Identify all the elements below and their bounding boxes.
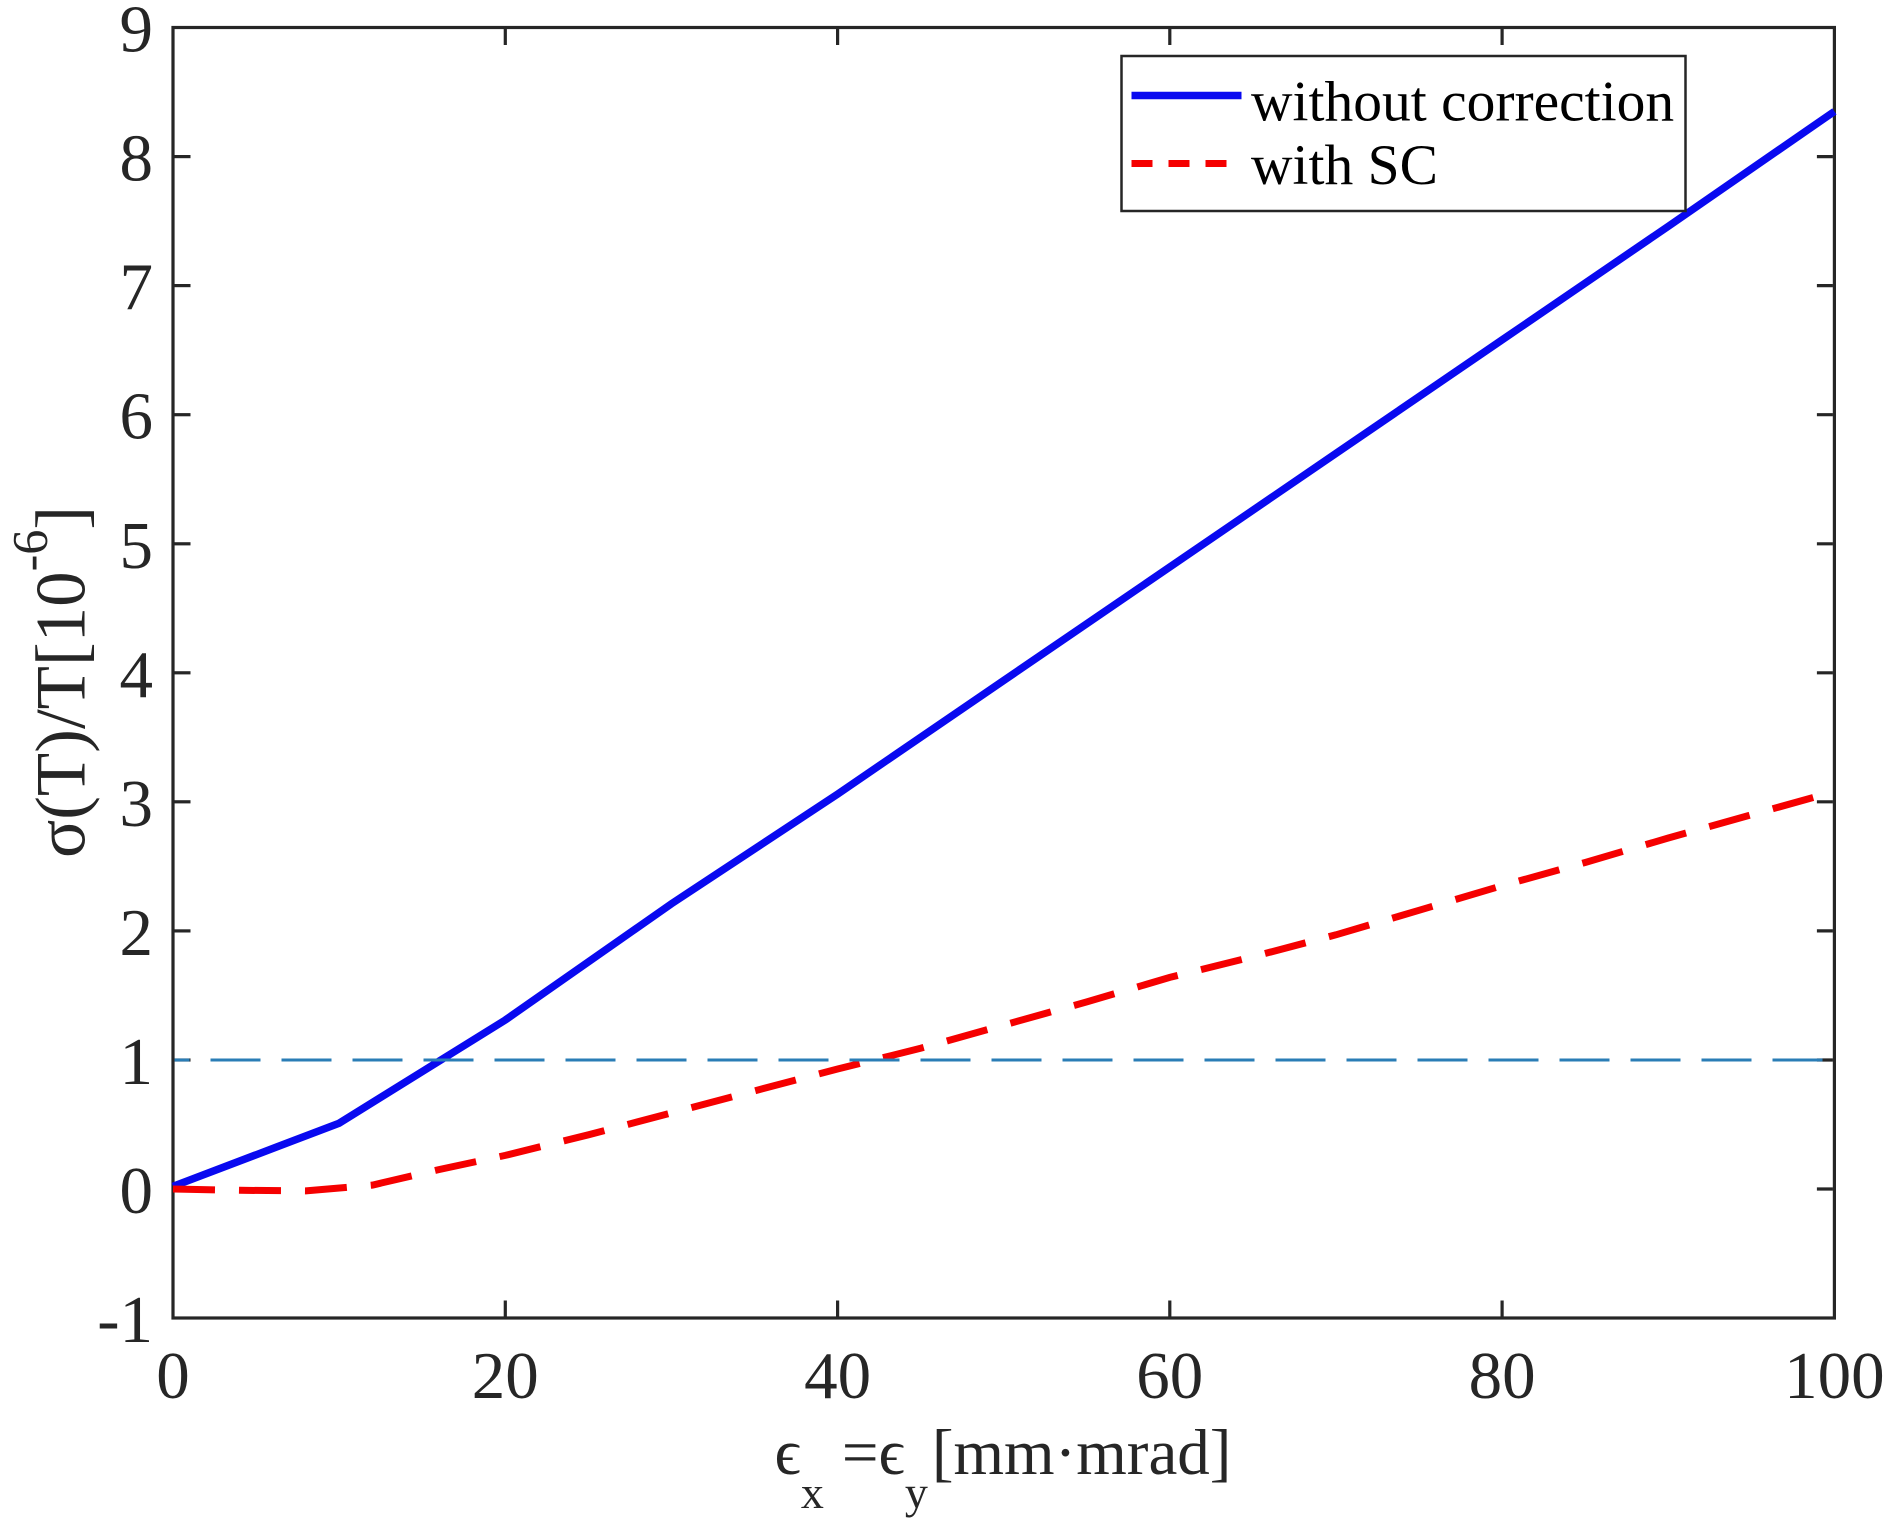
svg-text:9: 9 xyxy=(120,0,154,67)
svg-text:with SC: with SC xyxy=(1251,134,1438,197)
svg-text:1: 1 xyxy=(120,1025,154,1099)
svg-text:5: 5 xyxy=(120,509,154,583)
svg-text:0: 0 xyxy=(156,1339,190,1413)
svg-text:0: 0 xyxy=(120,1154,154,1228)
svg-text:4: 4 xyxy=(120,638,154,712)
svg-text:20: 20 xyxy=(472,1339,539,1413)
svg-text:ϵx=ϵy[mm·mrad]: ϵx=ϵy[mm·mrad] xyxy=(775,1417,1232,1518)
svg-text:40: 40 xyxy=(804,1339,871,1413)
svg-text:8: 8 xyxy=(120,122,154,196)
svg-text:3: 3 xyxy=(120,767,154,841)
svg-text:7: 7 xyxy=(120,251,154,325)
svg-text:6: 6 xyxy=(120,380,154,454)
svg-text:σ(T)/T[10-6]: σ(T)/T[10-6] xyxy=(2,506,101,858)
svg-text:2: 2 xyxy=(120,896,154,970)
svg-text:without correction: without correction xyxy=(1251,70,1674,133)
svg-text:80: 80 xyxy=(1469,1339,1536,1413)
svg-text:-1: -1 xyxy=(97,1283,153,1357)
svg-text:60: 60 xyxy=(1136,1339,1203,1413)
svg-text:100: 100 xyxy=(1784,1339,1885,1413)
